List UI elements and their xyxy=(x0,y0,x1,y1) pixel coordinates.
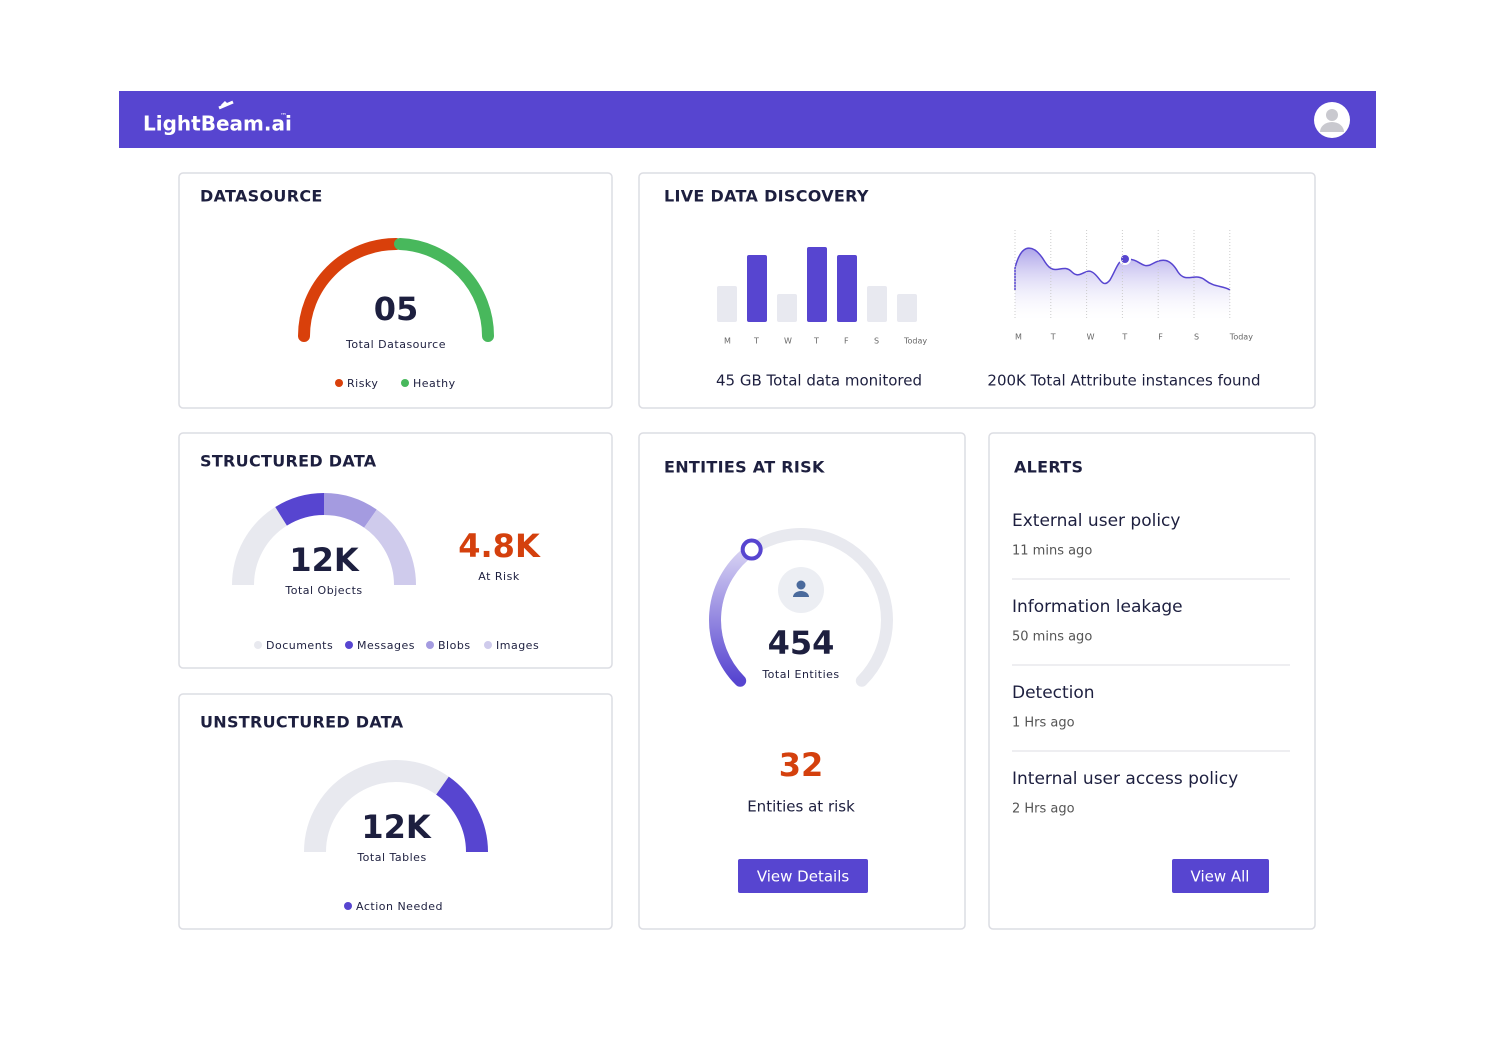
bar xyxy=(777,294,797,322)
header-bar xyxy=(119,91,1376,148)
gauge-segment xyxy=(435,776,488,853)
gauge-label: Total Objects xyxy=(284,584,362,597)
gauge-label: Total Tables xyxy=(356,851,426,864)
entity-icon-head xyxy=(796,580,806,590)
bar xyxy=(747,255,767,322)
legend-dot xyxy=(254,641,262,649)
entity-icon xyxy=(778,567,824,613)
gauge-label: Total Datasource xyxy=(345,338,446,351)
gauge-marker xyxy=(740,538,763,561)
gauge-label: Total Entities xyxy=(761,668,839,681)
gauge-segment xyxy=(275,493,325,526)
bar xyxy=(717,286,737,322)
day-label: Today xyxy=(1229,333,1253,342)
gauge-segment xyxy=(304,760,449,853)
day-label: M xyxy=(1015,333,1022,342)
legend-dot xyxy=(344,902,352,910)
avatar-body xyxy=(1320,122,1344,132)
alert-title[interactable]: Information leakage xyxy=(1012,597,1183,617)
gauge-value: 05 xyxy=(374,290,419,328)
legend-dot xyxy=(484,641,492,649)
day-label: T xyxy=(1050,333,1056,342)
gauge-segment xyxy=(363,509,416,586)
gauge-healthy xyxy=(394,238,495,342)
legend-dot xyxy=(401,379,409,387)
button-label[interactable]: View All xyxy=(1191,868,1250,886)
logo[interactable]: LightBeam.ai xyxy=(143,112,292,136)
at-risk-value: 32 xyxy=(779,746,824,784)
day-label: M xyxy=(724,337,731,346)
button-label[interactable]: View Details xyxy=(757,868,850,886)
legend-label: Risky xyxy=(347,377,378,390)
alert-time: 1 Hrs ago xyxy=(1012,716,1075,731)
day-label: T xyxy=(813,337,819,346)
day-label: W xyxy=(784,337,792,346)
alert-title[interactable]: Detection xyxy=(1012,683,1095,703)
legend-label: Blobs xyxy=(438,639,471,652)
legend-label: Heathy xyxy=(413,377,456,390)
legend-label: Messages xyxy=(357,639,415,652)
gauge-segment xyxy=(709,543,758,687)
entity-icon-body xyxy=(793,591,809,597)
day-label: S xyxy=(1194,333,1199,342)
bar xyxy=(897,294,917,322)
caption: 45 GB Total data monitored xyxy=(716,372,922,390)
avatar-head xyxy=(1326,109,1338,121)
trademark: ™ xyxy=(280,112,287,120)
legend-label: Images xyxy=(496,639,539,652)
bar xyxy=(867,286,887,322)
bar xyxy=(807,247,827,322)
card xyxy=(178,693,613,930)
card-title: STRUCTURED DATA xyxy=(200,452,377,471)
card-title: DATASOURCE xyxy=(200,187,323,206)
alert-time: 50 mins ago xyxy=(1012,630,1092,645)
card xyxy=(638,172,1316,409)
day-label: W xyxy=(1087,333,1095,342)
at-risk-label: At Risk xyxy=(478,570,520,583)
day-label: Today xyxy=(903,337,927,346)
gauge-risky xyxy=(298,238,402,342)
at-risk-label: Entities at risk xyxy=(747,798,855,816)
card-title: UNSTRUCTURED DATA xyxy=(200,713,404,732)
gauge-segment xyxy=(232,506,288,586)
legend-label: Action Needed xyxy=(356,900,443,913)
day-label: T xyxy=(753,337,759,346)
day-label: F xyxy=(844,337,849,346)
legend-dot xyxy=(426,641,434,649)
legend-dot xyxy=(335,379,343,387)
card-title: LIVE DATA DISCOVERY xyxy=(664,187,869,206)
sparkline-marker xyxy=(1119,253,1131,265)
alert-time: 2 Hrs ago xyxy=(1012,802,1075,817)
bar xyxy=(837,255,857,322)
legend-dot xyxy=(345,641,353,649)
gauge-value: 454 xyxy=(768,624,835,662)
day-label: F xyxy=(1158,333,1163,342)
day-label: T xyxy=(1121,333,1127,342)
card xyxy=(178,172,613,409)
button[interactable] xyxy=(738,859,868,893)
card xyxy=(988,432,1316,930)
alert-title[interactable]: External user policy xyxy=(1012,511,1180,531)
alert-time: 11 mins ago xyxy=(1012,544,1092,559)
alert-title[interactable]: Internal user access policy xyxy=(1012,769,1238,789)
gauge-segment xyxy=(323,493,377,528)
sparkline xyxy=(1014,247,1231,291)
gauge-value: 12K xyxy=(289,541,360,579)
caption: 200K Total Attribute instances found xyxy=(987,372,1260,390)
card xyxy=(638,432,966,930)
day-label: S xyxy=(874,337,879,346)
gauge-value: 12K xyxy=(361,808,432,846)
legend-label: Documents xyxy=(266,639,333,652)
card-title: ALERTS xyxy=(1014,458,1083,477)
at-risk-value: 4.8K xyxy=(458,527,541,565)
card-title: ENTITIES AT RISK xyxy=(664,458,825,477)
logo-icon xyxy=(218,100,234,110)
button[interactable] xyxy=(1172,859,1269,893)
